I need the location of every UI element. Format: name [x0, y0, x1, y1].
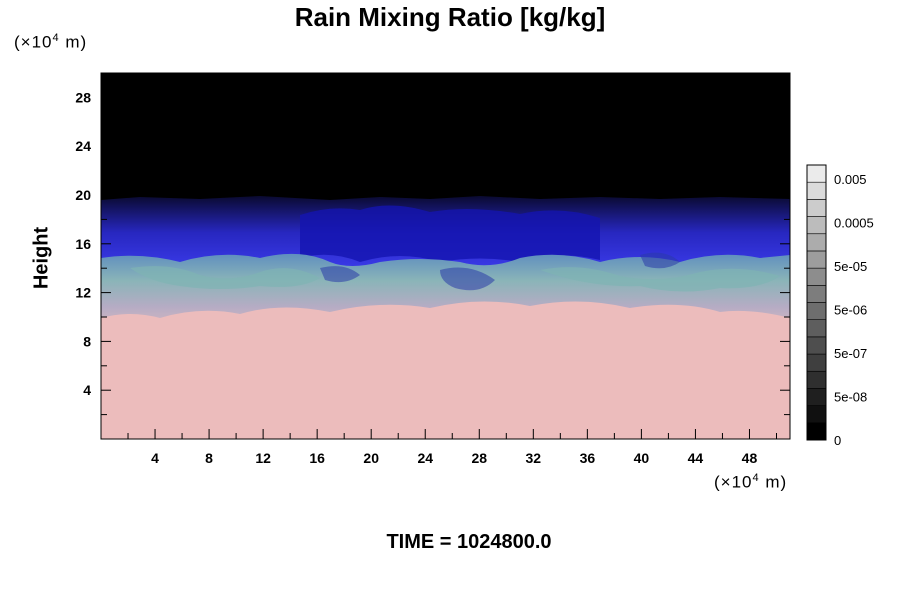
colorbar-level	[806, 267, 827, 286]
colorbar-label: 0.0005	[834, 216, 874, 231]
x-tick-label: 44	[688, 450, 704, 466]
colorbar-level	[806, 233, 827, 252]
time-label: TIME = 1024800.0	[386, 531, 552, 553]
colorbar-level	[806, 405, 827, 424]
colorbar-label: 0.005	[834, 172, 867, 187]
x-tick-label: 4	[151, 450, 159, 466]
colorbar-level	[806, 336, 827, 355]
x-tick-label: 20	[363, 450, 379, 466]
colorbar-level	[806, 319, 827, 338]
x-tick-label: 12	[255, 450, 271, 466]
y-tick-label: 16	[75, 236, 91, 252]
colorbar-label: 5e-08	[834, 390, 867, 405]
teal-swirls	[130, 266, 780, 292]
pink-base	[101, 420, 790, 439]
x-tick-label: 32	[526, 450, 542, 466]
y-axis: 4 8 12 16 20 24 28	[75, 89, 790, 416]
x-tick-label: 28	[471, 450, 487, 466]
y-tick-label: 28	[75, 89, 91, 105]
dark-eddies	[320, 252, 680, 291]
colorbar-level	[806, 422, 827, 441]
x-axis-unit: (×104 m)	[714, 472, 788, 492]
colorbar-label: 0	[834, 433, 841, 448]
colorbar-level	[806, 370, 827, 389]
colorbar-level	[806, 302, 827, 320]
y-tick-label: 24	[75, 138, 91, 154]
colorbar-level	[806, 388, 827, 406]
colorbar-level	[806, 181, 827, 200]
x-tick-label: 48	[742, 450, 758, 466]
x-tick-label: 36	[580, 450, 596, 466]
colorbar-label: 5e-06	[834, 303, 867, 318]
x-tick-label: 24	[417, 450, 433, 466]
colorbar-label: 5e-07	[834, 346, 867, 361]
chart-title: Rain Mixing Ratio [kg/kg]	[294, 2, 606, 32]
colorbar-level	[806, 216, 827, 235]
x-tick-label: 40	[634, 450, 650, 466]
deep-blue-core	[300, 205, 600, 262]
y-tick-label: 12	[75, 285, 91, 301]
plot-frame	[100, 72, 791, 440]
lower-pink-region	[101, 301, 790, 439]
y-tick-label: 8	[83, 333, 91, 349]
y-axis-unit: (×104 m)	[14, 32, 88, 52]
y-tick-label: 4	[83, 382, 91, 398]
colorbar: 0.005 0.0005 5e-05 5e-06 5e-07 5e-08 0	[806, 164, 874, 448]
x-axis: 4 8 12 16 20 24 28 32 36 40 44 48	[127, 73, 777, 466]
colorbar-level	[806, 199, 827, 217]
colorbar-level	[806, 164, 827, 183]
x-tick-label: 16	[309, 450, 325, 466]
colorbar-frame	[806, 164, 827, 441]
colorbar-level	[806, 250, 827, 269]
x-tick-label: 8	[205, 450, 213, 466]
y-tick-label: 20	[75, 187, 91, 203]
colorbar-level	[806, 353, 827, 372]
heatmap-field	[101, 73, 790, 439]
colorbar-level	[806, 285, 827, 303]
colorbar-label: 5e-05	[834, 259, 867, 274]
